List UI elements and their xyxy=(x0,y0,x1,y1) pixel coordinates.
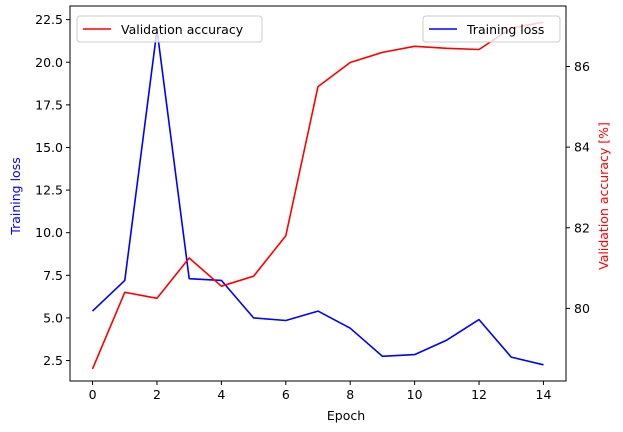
series-layer xyxy=(91,21,544,370)
x-tick-label: 8 xyxy=(346,387,354,402)
left-axis-title: Training loss xyxy=(8,157,23,235)
x-tick-label: 12 xyxy=(471,387,487,402)
legend-validation: Validation accuracy xyxy=(76,15,263,43)
legend-box xyxy=(76,15,263,43)
series-line-validation-accuracy xyxy=(91,21,544,370)
x-tick-label: 6 xyxy=(282,387,290,402)
right-tick-label: 86 xyxy=(574,59,590,74)
x-tick-label: 4 xyxy=(217,387,225,402)
right-axis-title: Validation accuracy [%] xyxy=(596,122,611,270)
x-axis-title: Epoch xyxy=(327,408,365,423)
legend-label-validation: Validation accuracy xyxy=(121,22,244,37)
left-tick-label: 5.0 xyxy=(43,310,63,325)
left-tick-label: 10.0 xyxy=(35,225,63,240)
right-tick-label: 80 xyxy=(574,301,590,316)
left-tick-label: 7.5 xyxy=(43,268,63,283)
x-tick-label: 10 xyxy=(407,387,423,402)
left-tick-label: 22.5 xyxy=(35,12,63,27)
x-tick-label: 2 xyxy=(153,387,161,402)
plot-frame xyxy=(69,5,567,382)
left-axis-ticks: 2.5 5.0 7.5 10.0 12.5 15.0 17.5 20.0 22.5 xyxy=(35,12,70,368)
x-axis-ticks: 0 2 4 6 8 10 12 14 xyxy=(89,381,552,402)
legend-label-training: Training loss xyxy=(466,22,544,37)
legend-box xyxy=(422,15,561,43)
x-tick-label: 0 xyxy=(89,387,97,402)
right-tick-label: 82 xyxy=(574,220,590,235)
left-tick-label: 2.5 xyxy=(43,353,63,368)
left-tick-label: 17.5 xyxy=(35,97,63,112)
x-tick-label: 14 xyxy=(536,387,552,402)
left-tick-label: 12.5 xyxy=(35,183,63,198)
right-tick-label: 84 xyxy=(574,140,590,155)
legend-training: Training loss xyxy=(422,15,561,43)
plot-area xyxy=(69,5,567,382)
left-tick-label: 20.0 xyxy=(35,55,63,70)
right-axis-ticks: 80 82 84 86 xyxy=(566,59,590,316)
left-tick-label: 15.0 xyxy=(35,140,63,155)
series-line-training-loss xyxy=(91,29,544,366)
